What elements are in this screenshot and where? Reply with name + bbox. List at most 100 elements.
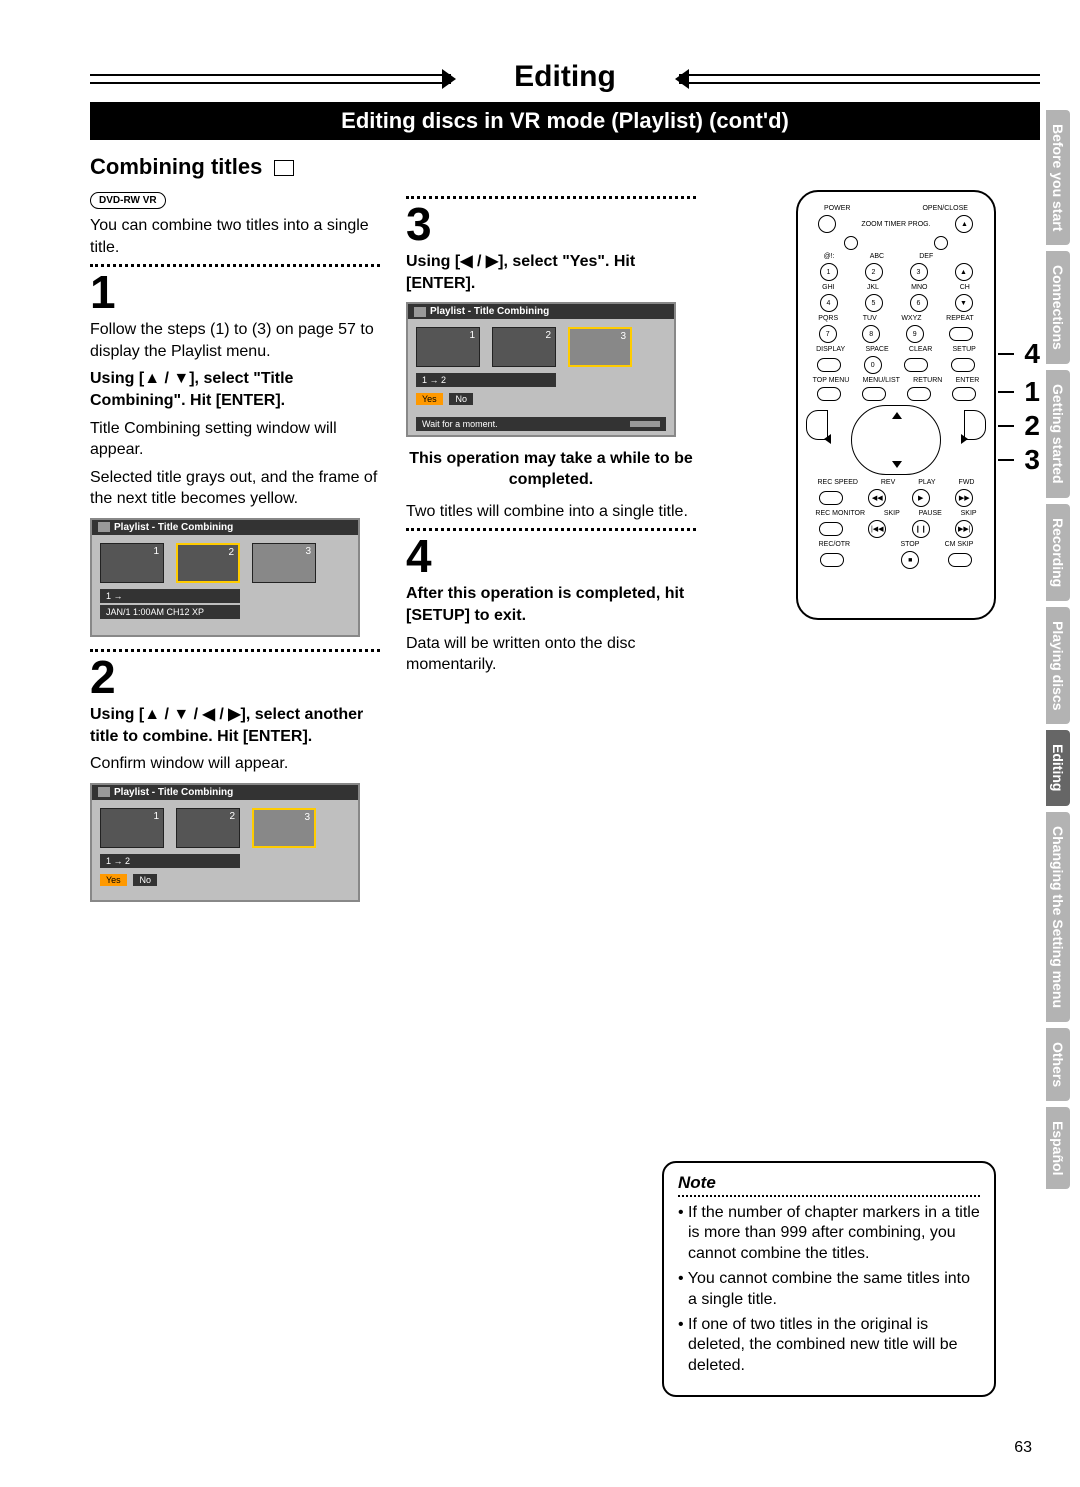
lbl-menulist: MENU/LIST [863,377,900,384]
display-button[interactable] [817,358,841,372]
setup-button[interactable] [951,358,975,372]
btn-5[interactable]: 5 [865,294,883,312]
section-title: Combining titles [90,154,1040,180]
tab-connections[interactable]: Connections [1046,251,1070,364]
skip-fwd-button[interactable]: ▶▶| [955,520,973,538]
tile-3: 3 [568,327,632,367]
step-1-body3: Selected title grays out, and the frame … [90,467,380,510]
page-ribbon: Editing [90,60,1040,94]
btn-9[interactable]: 9 [906,325,924,343]
btn-1[interactable]: 1 [820,263,838,281]
remote-callout-lines: 4 1 2 3 [998,296,1040,476]
step-3-head: Using [◀ / ▶], select "Yes". Hit [ENTER]… [406,251,696,294]
tab-editing[interactable]: Editing [1046,730,1070,805]
tab-before-you-start[interactable]: Before you start [1046,110,1070,245]
lbl-fwd: FWD [959,479,975,486]
thumb-window-3: Playlist - Title Combining 1 2 3 1 → 2 Y… [406,302,676,437]
clear-button[interactable] [904,358,928,372]
yes-button[interactable]: Yes [416,393,443,405]
note-item: • If the number of chapter markers in a … [678,1203,980,1265]
repeat-button[interactable] [949,327,973,341]
play-button[interactable]: ▶ [912,489,930,507]
tab-changing-setting[interactable]: Changing the Setting menu [1046,812,1070,1022]
ch-up-button[interactable]: ▲ [955,263,973,281]
note-text: If the number of chapter markers in a ti… [688,1204,980,1263]
btn-8[interactable]: 8 [862,325,880,343]
caption-2: 1 → 2 [416,373,556,387]
enter-button[interactable] [952,387,976,401]
thumb-title: Playlist - Title Combining [114,522,233,533]
btn-7[interactable]: 7 [819,325,837,343]
lbl-stop: STOP [900,541,919,548]
step-1-head: Using [▲ / ▼], select "Title Combining".… [90,368,380,411]
btn-6[interactable]: 6 [910,294,928,312]
return-button[interactable] [907,387,931,401]
lbl-clear: CLEAR [909,346,932,353]
pause-button[interactable]: ❙❙ [912,520,930,538]
rev-button[interactable]: ◀◀ [868,489,886,507]
lbl-setup: SETUP [953,346,976,353]
sub-header: Editing discs in VR mode (Playlist) (con… [90,102,1040,140]
side-tabs: Before you start Connections Getting sta… [1046,110,1080,1195]
lbl-pause: PAUSE [919,510,942,517]
btn-4[interactable]: 4 [820,294,838,312]
remote-control: POWEROPEN/CLOSE ZOOM TIMER PROG. ▲ @!:AB… [796,190,996,620]
no-button[interactable]: No [449,393,473,405]
recspeed-button[interactable] [819,491,843,505]
btn-0[interactable]: 0 [864,356,882,374]
step-1-number: 1 [90,269,380,315]
fwd-button[interactable]: ▶▶ [955,489,973,507]
lbl-openclose: OPEN/CLOSE [922,205,968,212]
monitor-button[interactable] [819,522,843,536]
lbl-monitor: REC MONITOR [815,510,865,517]
lbl-skip: SKIP [884,510,900,517]
window-icon [414,307,426,317]
callout-2: 2 [1014,410,1040,442]
tab-espanol[interactable]: Español [1046,1107,1070,1189]
cmskip-button[interactable] [948,553,972,567]
lbl-tuv: TUV [863,315,877,322]
lbl-def: DEF [919,253,933,260]
btn-2[interactable]: 2 [865,263,883,281]
timer-button[interactable] [934,236,948,250]
no-button[interactable]: No [133,874,157,886]
step-3-number: 3 [406,201,696,247]
tile-3: 3 [252,808,316,848]
tab-recording[interactable]: Recording [1046,504,1070,601]
dvd-rw-badge: DVD-RW VR [90,192,166,209]
power-button[interactable] [818,215,836,233]
tile-2: 2 [176,808,240,848]
lbl-cmskip: CM SKIP [945,541,974,548]
openclose-button[interactable]: ▲ [955,215,973,233]
topmenu-button[interactable] [817,387,841,401]
lbl-play: PLAY [918,479,935,486]
skip-back-button[interactable]: |◀◀ [868,520,886,538]
step-4-head: After this operation is completed, hit [… [406,583,696,626]
tile-3: 3 [252,543,316,583]
title-icon [274,160,294,176]
note-item: • You cannot combine the same titles int… [678,1269,980,1311]
tile-1: 1 [100,808,164,848]
thumb-window-1: Playlist - Title Combining 1 2 3 1 → JAN… [90,518,360,637]
ch-down-button[interactable]: ▼ [955,294,973,312]
progress-icon [630,421,660,427]
recotr-button[interactable] [820,553,844,567]
note-text: If one of two titles in the original is … [688,1316,958,1375]
tab-getting-started[interactable]: Getting started [1046,370,1070,498]
zoom-button[interactable] [844,236,858,250]
tab-playing-discs[interactable]: Playing discs [1046,607,1070,724]
dpad[interactable] [851,405,941,475]
intro-text: You can combine two titles into a single… [90,215,380,258]
menulist-button[interactable] [862,387,886,401]
tab-others[interactable]: Others [1046,1028,1070,1101]
yes-button[interactable]: Yes [100,874,127,886]
column-left: DVD-RW VR You can combine two titles int… [90,190,380,914]
thumb-title: Playlist - Title Combining [430,306,549,317]
right-button[interactable] [964,410,986,440]
arrow-up-icon [892,412,902,419]
btn-3[interactable]: 3 [910,263,928,281]
wait-bar: Wait for a moment. [416,417,666,431]
lbl-timer: TIMER PROG. [884,221,930,228]
lbl-wxyz: WXYZ [901,315,921,322]
stop-button[interactable]: ■ [901,551,919,569]
